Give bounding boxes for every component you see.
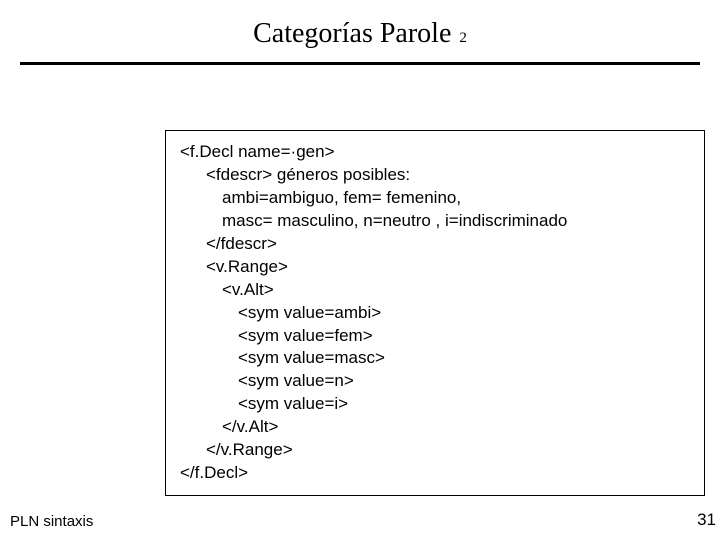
footer-left: PLN sintaxis [10,513,93,530]
code-line: </v.Range> [180,439,690,462]
code-line: </fdescr> [180,233,690,256]
code-line: <sym value=masc> [180,347,690,370]
title-area: Categorías Parole 2 [0,0,720,50]
code-line: <f.Decl name=·gen> [180,141,690,164]
code-line: <sym value=n> [180,370,690,393]
slide-title-subscript: 2 [459,30,467,46]
code-line: <sym value=i> [180,393,690,416]
code-box: <f.Decl name=·gen> <fdescr> géneros posi… [165,130,705,496]
code-line: </f.Decl> [180,462,690,485]
title-divider [20,62,700,65]
code-line: ambi=ambiguo, fem= femenino, [180,187,690,210]
code-line: masc= masculino, n=neutro , i=indiscrimi… [180,210,690,233]
footer-right-page-number: 31 [697,510,716,530]
code-line: </v.Alt> [180,416,690,439]
code-line: <v.Range> [180,256,690,279]
code-line: <sym value=fem> [180,325,690,348]
code-line: <v.Alt> [180,279,690,302]
code-line: <fdescr> géneros posibles: [180,164,690,187]
slide-title: Categorías Parole [253,18,451,49]
code-line: <sym value=ambi> [180,302,690,325]
